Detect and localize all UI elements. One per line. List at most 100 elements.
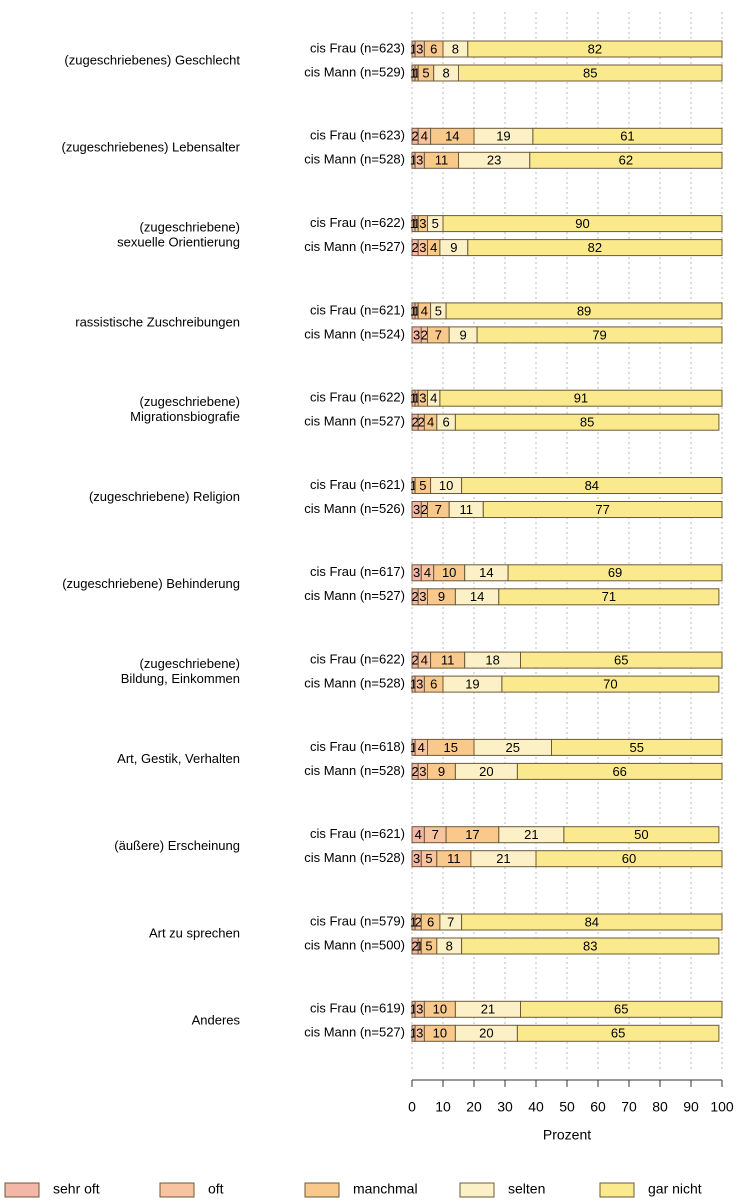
value-label: 79 bbox=[592, 327, 606, 342]
value-label: 3 bbox=[416, 1026, 423, 1041]
value-label: 1 bbox=[413, 391, 420, 406]
value-label: 3 bbox=[413, 565, 420, 580]
row-label: cis Frau (n=622) bbox=[310, 215, 405, 230]
value-label: 1 bbox=[410, 914, 417, 929]
bar-segment bbox=[458, 64, 723, 82]
x-tick-label: 0 bbox=[408, 1099, 416, 1115]
value-label: 71 bbox=[602, 589, 616, 604]
row-label: cis Frau (n=622) bbox=[310, 652, 405, 667]
value-label: 20 bbox=[479, 1026, 493, 1041]
value-label: 84 bbox=[585, 478, 599, 493]
legend-label: gar nicht bbox=[648, 1181, 702, 1197]
legend-label: sehr oft bbox=[53, 1181, 100, 1197]
value-label: 9 bbox=[438, 764, 445, 779]
x-tick-label: 90 bbox=[683, 1099, 699, 1115]
value-label: 5 bbox=[419, 478, 426, 493]
value-label: 82 bbox=[588, 41, 602, 56]
value-label: 3 bbox=[413, 851, 420, 866]
row-label: cis Mann (n=527) bbox=[304, 239, 405, 254]
group-label: (zugeschriebene) bbox=[140, 394, 240, 409]
value-label: 1 bbox=[410, 153, 417, 168]
value-label: 2 bbox=[411, 653, 418, 668]
value-label: 65 bbox=[614, 1002, 628, 1017]
value-label: 6 bbox=[442, 415, 449, 430]
value-label: 1 bbox=[413, 216, 420, 231]
value-label: 3 bbox=[419, 216, 426, 231]
value-label: 3 bbox=[419, 589, 426, 604]
value-label: 21 bbox=[524, 827, 538, 842]
value-label: 11 bbox=[441, 653, 455, 668]
value-label: 1 bbox=[410, 1002, 417, 1017]
row-label: cis Frau (n=621) bbox=[310, 477, 405, 492]
value-label: 10 bbox=[433, 1026, 447, 1041]
value-label: 23 bbox=[487, 153, 501, 168]
row-label: cis Frau (n=622) bbox=[310, 390, 405, 405]
legend-swatch bbox=[4, 1182, 40, 1198]
bar-segment bbox=[532, 127, 723, 145]
row-label: cis Mann (n=527) bbox=[304, 588, 405, 603]
value-label: 1 bbox=[410, 740, 417, 755]
value-label: 4 bbox=[421, 653, 428, 668]
bar-segment bbox=[482, 501, 723, 518]
x-tick-label: 80 bbox=[652, 1099, 668, 1115]
bar-segment bbox=[501, 675, 720, 693]
row-label: cis Frau (n=623) bbox=[310, 40, 405, 55]
value-label: 1 bbox=[413, 65, 420, 80]
bar-segment bbox=[461, 477, 723, 494]
group-label: (zugeschriebene) bbox=[140, 656, 240, 671]
value-label: 1 bbox=[410, 677, 417, 692]
value-label: 1 bbox=[410, 65, 417, 80]
bar-segment bbox=[535, 850, 723, 868]
bar-segment bbox=[563, 826, 720, 844]
bar-segment bbox=[520, 651, 723, 669]
value-label: 21 bbox=[481, 1002, 495, 1017]
row-label: cis Mann (n=500) bbox=[304, 937, 405, 952]
value-label: 17 bbox=[465, 827, 479, 842]
value-label: 91 bbox=[574, 391, 588, 406]
group-label: Art zu sprechen bbox=[149, 925, 240, 940]
value-label: 82 bbox=[588, 240, 602, 255]
value-label: 14 bbox=[470, 589, 484, 604]
group-label: (zugeschriebene) bbox=[140, 220, 240, 235]
value-label: 9 bbox=[450, 240, 457, 255]
value-label: 66 bbox=[612, 764, 626, 779]
value-label: 21 bbox=[496, 851, 510, 866]
value-label: 5 bbox=[435, 303, 442, 318]
bar-segment bbox=[442, 215, 723, 233]
value-label: 1 bbox=[410, 303, 417, 318]
value-label: 7 bbox=[447, 914, 454, 929]
legend-label: manchmal bbox=[353, 1181, 418, 1197]
value-label: 62 bbox=[619, 153, 633, 168]
value-label: 3 bbox=[416, 41, 423, 56]
value-label: 3 bbox=[419, 391, 426, 406]
row-label: cis Mann (n=528) bbox=[304, 850, 405, 865]
row-label: cis Mann (n=529) bbox=[304, 64, 405, 79]
value-label: 5 bbox=[425, 851, 432, 866]
bar-segment bbox=[461, 937, 720, 955]
x-axis-label: Prozent bbox=[543, 1127, 591, 1143]
x-tick-label: 20 bbox=[466, 1099, 482, 1115]
legend-swatch bbox=[459, 1182, 495, 1198]
value-label: 2 bbox=[411, 240, 418, 255]
row-label: cis Mann (n=527) bbox=[304, 1025, 405, 1040]
value-label: 1 bbox=[410, 391, 417, 406]
bar-segment bbox=[476, 326, 723, 344]
group-label: (zugeschriebene) Behinderung bbox=[62, 576, 240, 591]
bar-segment bbox=[467, 239, 723, 257]
value-label: 83 bbox=[583, 938, 597, 953]
row-label: cis Frau (n=623) bbox=[310, 128, 405, 143]
value-label: 2 bbox=[411, 129, 418, 144]
group-label: sexuelle Orientierung bbox=[117, 235, 240, 250]
value-label: 4 bbox=[421, 303, 428, 318]
group-label: (zugeschriebenes) Lebensalter bbox=[62, 140, 241, 155]
value-label: 3 bbox=[416, 1002, 423, 1017]
group-label: (äußere) Erscheinung bbox=[114, 838, 240, 853]
legend-label: oft bbox=[208, 1181, 224, 1197]
bar-segment bbox=[520, 1000, 723, 1018]
legend-swatch bbox=[599, 1182, 635, 1198]
bar-segment bbox=[467, 40, 723, 58]
value-label: 2 bbox=[411, 938, 418, 953]
value-label: 3 bbox=[413, 502, 420, 517]
value-label: 2 bbox=[418, 415, 425, 430]
